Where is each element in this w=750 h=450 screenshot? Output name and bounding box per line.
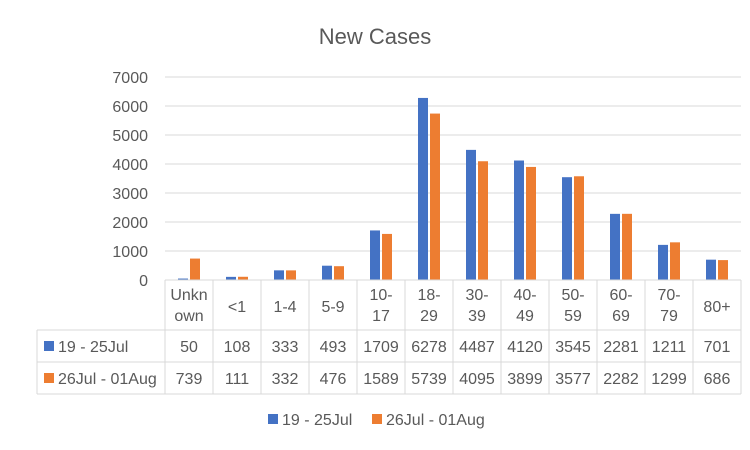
bar <box>478 161 488 280</box>
bar <box>718 260 728 280</box>
data-label: 2282 <box>603 371 639 388</box>
data-label: 3545 <box>555 339 591 356</box>
data-label: 476 <box>320 371 347 388</box>
bar <box>322 265 332 280</box>
data-label: 686 <box>704 371 731 388</box>
bar <box>706 259 716 280</box>
x-tick-label: 80+ <box>703 299 730 316</box>
legend-key <box>268 414 278 424</box>
y-tick-label: 4000 <box>112 157 148 174</box>
bar <box>670 242 680 280</box>
data-label: 493 <box>320 339 347 356</box>
data-label: 5739 <box>411 371 447 388</box>
y-tick-label: 2000 <box>112 215 148 232</box>
data-label: 6278 <box>411 339 447 356</box>
data-label: 3577 <box>555 371 591 388</box>
data-label: 50 <box>180 339 198 356</box>
legend-label: 26Jul - 01Aug <box>386 412 485 429</box>
bar <box>370 230 380 280</box>
x-tick-label: 18-29 <box>417 287 440 325</box>
bar <box>466 149 476 280</box>
data-label: 1211 <box>652 339 687 356</box>
table-legend-key <box>44 373 54 383</box>
bar <box>226 276 236 280</box>
data-label: 108 <box>224 339 251 356</box>
y-tick-label: 7000 <box>112 70 148 87</box>
bar <box>562 177 572 280</box>
bar <box>610 213 620 280</box>
data-label: 3899 <box>507 371 543 388</box>
data-label: 4487 <box>459 339 495 356</box>
bar <box>526 166 536 280</box>
bar <box>658 244 668 280</box>
bar <box>190 258 200 280</box>
bar <box>238 276 248 280</box>
y-tick-label: 5000 <box>112 128 148 145</box>
legend-label: 19 - 25Jul <box>282 412 352 429</box>
y-tick-label: 6000 <box>112 99 148 116</box>
y-tick-label: 0 <box>139 273 148 290</box>
bar <box>622 213 632 280</box>
data-label: 332 <box>272 371 299 388</box>
data-label: 739 <box>176 371 203 388</box>
chart-title: New Cases <box>319 24 431 49</box>
x-tick-label: 30-39 <box>465 287 488 325</box>
bar <box>286 270 296 280</box>
data-label: 111 <box>225 371 249 388</box>
data-label: 1709 <box>363 339 399 356</box>
data-label: 1299 <box>651 371 687 388</box>
bar <box>418 97 428 280</box>
x-tick-label: 40-49 <box>513 287 536 325</box>
data-label: 4095 <box>459 371 495 388</box>
x-tick-label: 50-59 <box>561 287 584 325</box>
bar <box>514 160 524 280</box>
data-label: 2281 <box>603 339 639 356</box>
x-tick-label: Unkn own <box>170 287 207 325</box>
legend-key <box>372 414 382 424</box>
bar <box>334 266 344 280</box>
table-series-name: 26Jul - 01Aug <box>58 371 157 388</box>
x-tick-label: 10-17 <box>369 287 392 325</box>
bar <box>274 270 284 280</box>
bar <box>574 176 584 280</box>
x-tick-label: 70-79 <box>657 287 680 325</box>
bar <box>178 278 188 280</box>
x-tick-label: 5-9 <box>321 299 344 316</box>
data-label: 1589 <box>363 371 399 388</box>
table-series-name: 19 - 25Jul <box>58 339 128 356</box>
table-legend-key <box>44 341 54 351</box>
y-tick-label: 1000 <box>112 244 148 261</box>
data-label: 333 <box>272 339 299 356</box>
x-tick-label: 1-4 <box>273 299 296 316</box>
bar <box>430 113 440 280</box>
y-tick-label: 3000 <box>112 186 148 203</box>
x-tick-label: <1 <box>228 299 246 316</box>
bar <box>382 233 392 280</box>
data-label: 4120 <box>507 339 543 356</box>
data-label: 701 <box>704 339 731 356</box>
x-tick-label: 60-69 <box>609 287 632 325</box>
